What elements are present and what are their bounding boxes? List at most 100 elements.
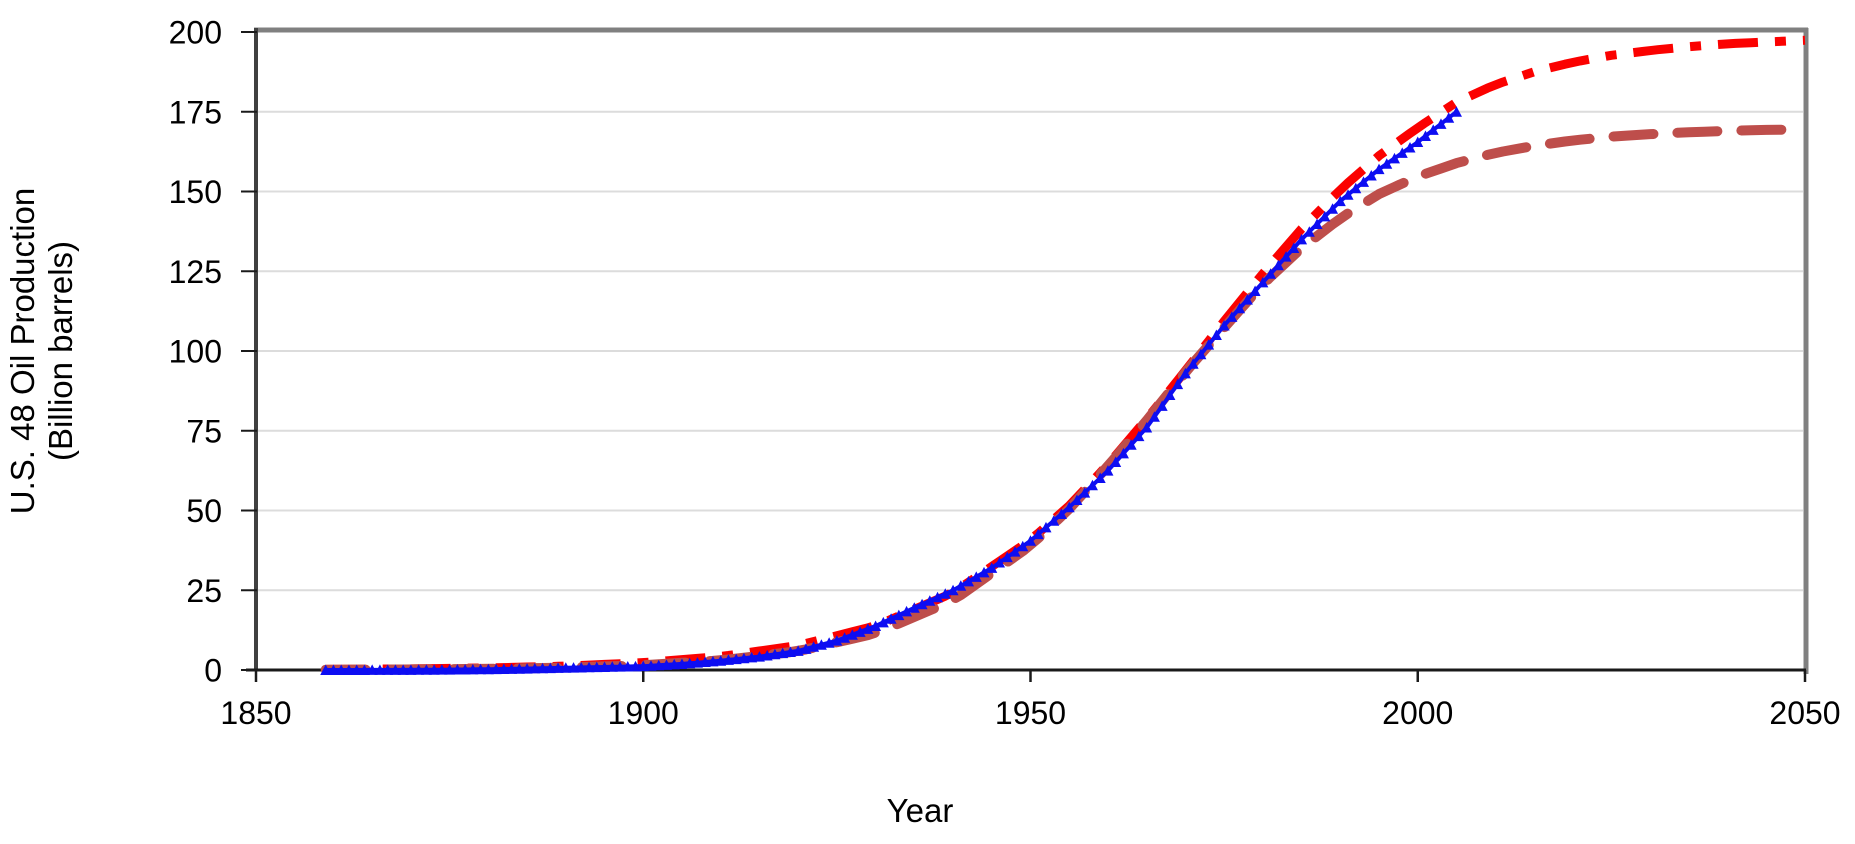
y-tick-label: 25 bbox=[186, 573, 222, 609]
triangle-marker bbox=[1094, 472, 1106, 483]
y-tick-label: 0 bbox=[204, 653, 222, 689]
triangle-marker bbox=[1334, 195, 1346, 207]
triangle-marker bbox=[1187, 358, 1199, 369]
triangle-marker bbox=[978, 566, 990, 578]
triangle-marker bbox=[1319, 210, 1331, 222]
triangle-marker bbox=[1141, 422, 1153, 433]
triangle-marker bbox=[901, 605, 913, 617]
triangle-marker bbox=[870, 620, 882, 631]
triangle-marker bbox=[994, 556, 1006, 568]
triangle-marker bbox=[668, 658, 680, 670]
triangle-marker bbox=[862, 623, 874, 634]
triangle-marker bbox=[614, 661, 626, 672]
x-tick-label: 1900 bbox=[608, 695, 679, 731]
triangle-marker bbox=[1350, 182, 1362, 194]
plot-area: 0 25 50 75 100 125 150 175 200 1850 1900 1950 2000 20… bbox=[169, 15, 1841, 731]
triangle-marker bbox=[1257, 276, 1269, 288]
triangle-marker bbox=[521, 663, 533, 674]
triangle-marker bbox=[908, 602, 920, 613]
triangle-marker bbox=[1288, 242, 1300, 253]
triangle-marker bbox=[699, 656, 711, 668]
series-line-logistic-fit-low bbox=[320, 124, 1810, 675]
triangle-marker bbox=[513, 663, 525, 674]
triangle-marker bbox=[467, 663, 479, 675]
triangle-marker bbox=[428, 664, 440, 675]
triangle-marker bbox=[1001, 551, 1013, 563]
triangle-marker bbox=[1148, 411, 1160, 422]
triangle-marker bbox=[947, 584, 959, 596]
triangle-marker bbox=[444, 664, 456, 675]
triangle-marker bbox=[366, 664, 378, 675]
triangle-marker bbox=[420, 664, 432, 675]
triangle-marker bbox=[351, 664, 363, 675]
triangle-marker bbox=[1009, 546, 1021, 557]
triangle-marker bbox=[1032, 528, 1044, 540]
triangle-marker bbox=[436, 664, 448, 675]
triangle-marker bbox=[537, 662, 549, 674]
x-tick-label: 1850 bbox=[220, 695, 291, 731]
triangle-marker bbox=[1396, 147, 1408, 158]
triangle-marker bbox=[784, 646, 796, 658]
x-axis-title: Year bbox=[887, 792, 954, 829]
triangle-marker bbox=[676, 658, 688, 669]
triangle-marker bbox=[335, 664, 347, 675]
triangle-marker bbox=[482, 663, 494, 675]
triangle-marker bbox=[475, 663, 487, 675]
y-tick-label: 200 bbox=[169, 15, 222, 51]
triangle-marker bbox=[1404, 141, 1416, 153]
triangle-marker bbox=[343, 664, 355, 675]
triangle-marker bbox=[691, 657, 703, 668]
triangle-marker bbox=[1234, 302, 1246, 314]
triangle-marker bbox=[389, 664, 401, 675]
triangle-marker bbox=[893, 609, 905, 621]
triangle-marker bbox=[955, 580, 967, 591]
triangle-marker bbox=[970, 571, 982, 582]
triangle-marker bbox=[1133, 430, 1145, 442]
triangle-marker bbox=[413, 664, 425, 675]
triangle-marker bbox=[1025, 535, 1036, 546]
triangle-marker bbox=[924, 595, 936, 606]
triangle-marker bbox=[1265, 268, 1277, 279]
triangle-marker bbox=[707, 655, 719, 667]
triangle-marker bbox=[1427, 124, 1439, 135]
triangle-marker bbox=[1365, 170, 1377, 181]
triangle-marker bbox=[630, 660, 642, 672]
triangle-marker bbox=[459, 663, 471, 675]
y-tick-label: 125 bbox=[169, 254, 222, 290]
triangle-marker bbox=[846, 629, 858, 640]
triangle-marker bbox=[506, 663, 518, 674]
triangle-marker bbox=[490, 663, 502, 675]
triangle-marker bbox=[1342, 189, 1354, 200]
y-tick-label: 100 bbox=[169, 334, 222, 370]
triangle-marker bbox=[1272, 259, 1284, 271]
triangle-marker bbox=[397, 664, 409, 675]
triangle-marker bbox=[1063, 501, 1075, 513]
triangle-marker bbox=[1419, 130, 1431, 141]
triangle-marker bbox=[1040, 521, 1052, 533]
x-tick-label: 1950 bbox=[995, 695, 1066, 731]
triangle-marker bbox=[1450, 106, 1462, 117]
triangle-marker bbox=[1071, 494, 1083, 505]
triangle-marker bbox=[1373, 163, 1385, 175]
triangle-marker bbox=[583, 661, 595, 673]
triangle-marker bbox=[451, 664, 463, 675]
triangle-marker bbox=[1203, 339, 1215, 350]
triangle-marker bbox=[599, 661, 611, 672]
series-markers-cumulative-production-data bbox=[320, 106, 1462, 675]
triangle-marker bbox=[1412, 136, 1424, 148]
y-axis-title-line-1: U.S. 48 Oil Production bbox=[4, 188, 41, 515]
triangle-marker bbox=[963, 575, 975, 587]
triangle-marker bbox=[1435, 118, 1447, 129]
triangle-marker bbox=[1102, 465, 1114, 476]
triangle-marker bbox=[761, 649, 773, 661]
triangle-marker bbox=[1048, 515, 1060, 526]
triangle-marker bbox=[1358, 176, 1370, 187]
triangle-marker bbox=[1055, 508, 1067, 520]
y-axis-title-line-2: (Billion barrels) bbox=[42, 241, 79, 461]
triangle-marker bbox=[753, 651, 765, 662]
triangle-marker bbox=[544, 662, 556, 674]
triangle-marker bbox=[1241, 294, 1253, 305]
triangle-marker bbox=[738, 652, 750, 664]
triangle-marker bbox=[1079, 487, 1091, 498]
